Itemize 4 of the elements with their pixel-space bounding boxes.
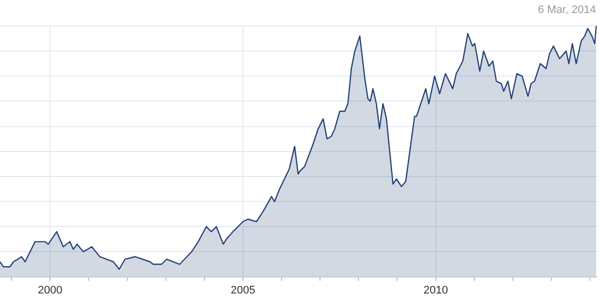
text: 6 Mar, 2014 bbox=[538, 4, 596, 16]
x-tick-label: 2005 bbox=[230, 284, 256, 296]
x-tick-label: 2010 bbox=[424, 284, 448, 296]
x-tick-label: 2000 bbox=[38, 284, 62, 296]
